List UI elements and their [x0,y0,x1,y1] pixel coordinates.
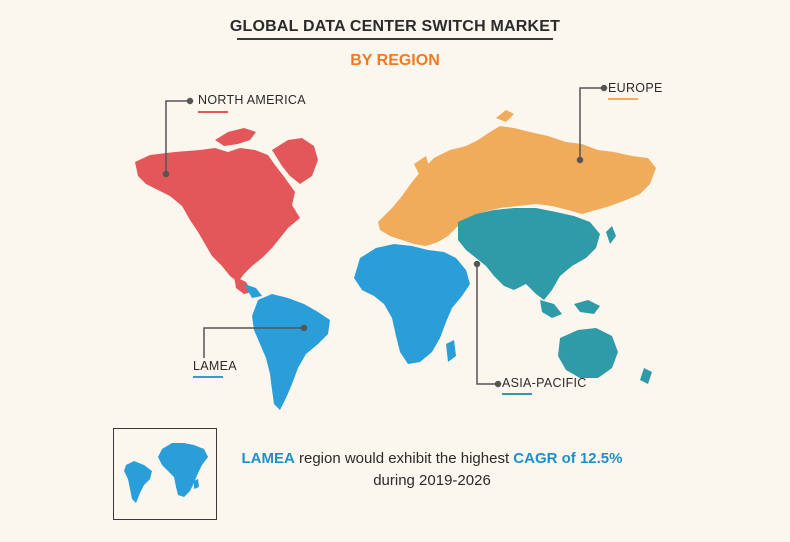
underline-europe [608,98,638,100]
label-lamea: LAMEA [193,359,237,373]
leader-north-america [165,100,190,174]
label-north-america: NORTH AMERICA [198,93,306,107]
leader-lines [162,84,608,388]
leader-europe [579,87,604,160]
leader-asia-pacific [476,264,498,385]
underline-asia-pacific [502,393,532,395]
page-title: GLOBAL DATA CENTER SWITCH MARKET [229,18,561,35]
underline-north-america [198,111,228,113]
europe-shape [378,110,656,246]
leader-dot-europe-end [600,84,608,92]
page-subtitle: BY REGION [350,52,440,69]
callout-cagr: CAGR of 12.5% [513,450,623,467]
leader-dot-asia-pacific-start [473,260,481,268]
callout-line-1: LAMEA region would exhibit the highest C… [232,448,632,470]
asia-pacific-shape [458,208,652,384]
lamea-shape [244,244,470,410]
leader-dot-north-america-end [186,97,194,105]
cagr-callout: LAMEA region would exhibit the highest C… [232,448,632,492]
callout-text: region would exhibit the highest [294,450,514,467]
leader-dot-lamea-start [300,324,308,332]
title-rule [237,38,553,40]
inset-map [113,428,217,520]
callout-region: LAMEA [241,450,295,467]
callout-line-2: during 2019-2026 [373,472,491,489]
leader-dot-asia-pacific-end [494,380,502,388]
north-america-shape [135,128,318,294]
header: GLOBAL DATA CENTER SWITCH MARKET BY REGI… [0,0,790,80]
label-europe: EUROPE [608,81,663,95]
underline-lamea [193,376,223,378]
label-asia-pacific: ASIA-PACIFIC [502,376,587,390]
inset-lamea-map [124,443,208,503]
leader-dot-europe-start [576,156,584,164]
leader-lamea [203,327,304,358]
leader-dot-north-america-start [162,170,170,178]
